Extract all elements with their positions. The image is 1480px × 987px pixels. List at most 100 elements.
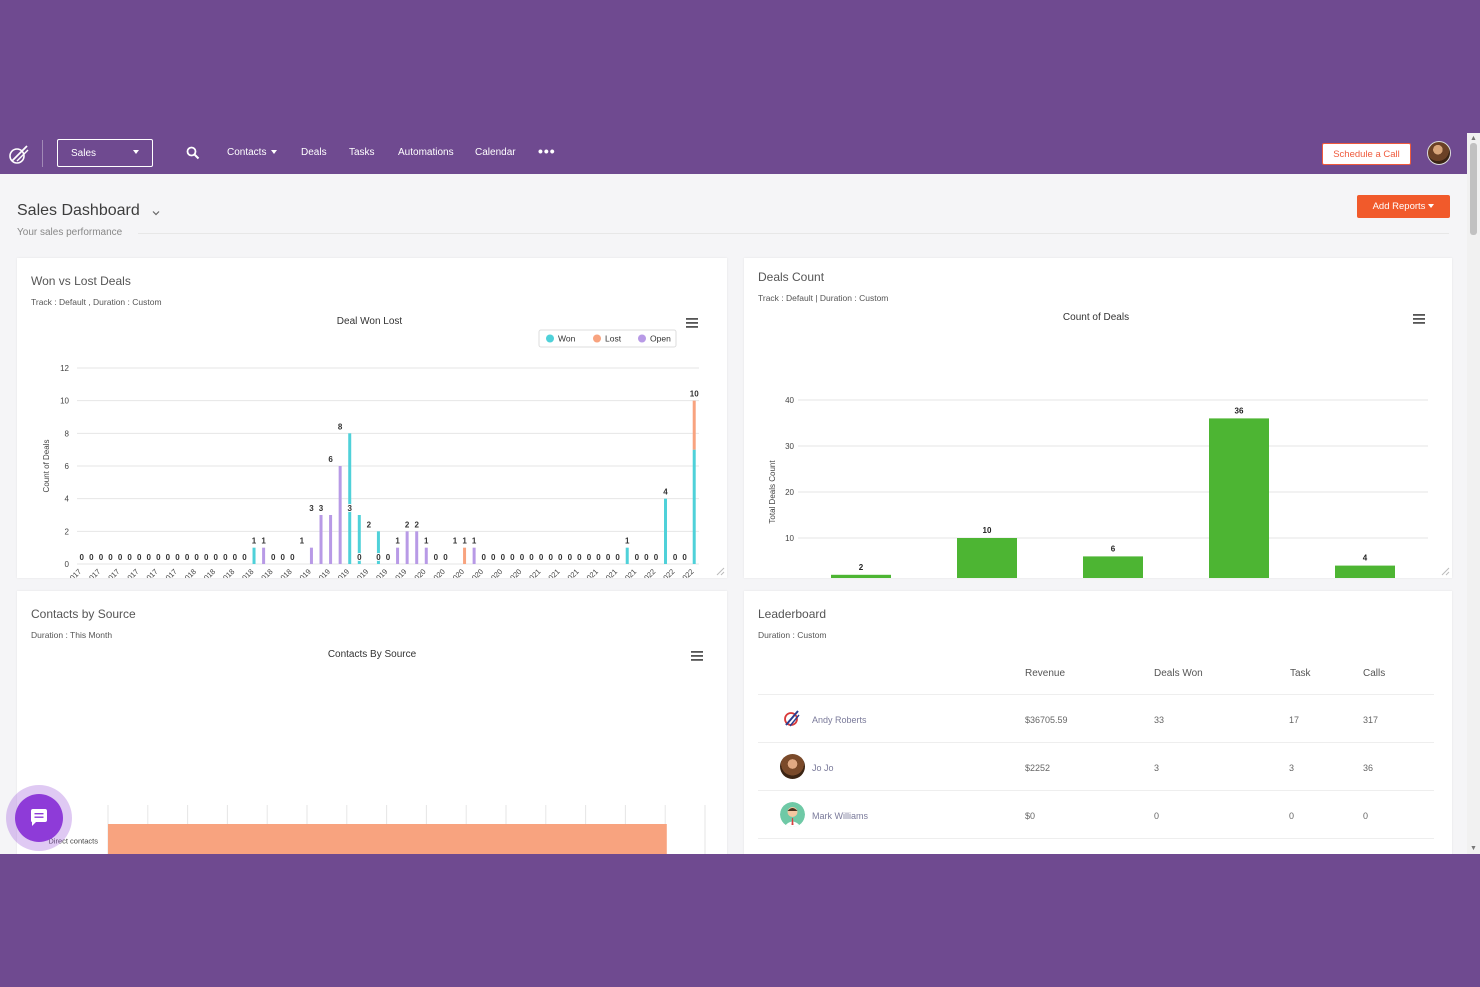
leaderboard-deals-won: 3: [1154, 763, 1160, 773]
legend-label-open: Open: [650, 334, 671, 344]
column-header-task[interactable]: Task: [1290, 668, 1311, 679]
column-header-deals-won[interactable]: Deals Won: [1154, 668, 1203, 679]
search-icon[interactable]: [186, 146, 200, 160]
data-label: 0: [166, 553, 171, 562]
card-title: Deals Count: [758, 270, 825, 284]
scroll-down-icon[interactable]: ▼: [1470, 845, 1477, 852]
chevron-down-icon: [271, 150, 278, 155]
chart-menu-icon[interactable]: [686, 318, 698, 328]
data-label: 0: [443, 553, 448, 562]
nav-tasks[interactable]: Tasks: [349, 147, 375, 158]
x-tick-label: Jul 2020: [459, 567, 485, 578]
data-label: 0: [99, 553, 104, 562]
y-tick-label: 0: [65, 560, 70, 569]
data-label: 1: [395, 537, 400, 546]
pipeline-select[interactable]: Sales: [57, 139, 153, 167]
bar: [1335, 565, 1395, 578]
data-label: 0: [587, 553, 592, 562]
data-label: 3: [347, 504, 352, 513]
x-tick-label: Jul 2018: [229, 567, 255, 578]
data-label: 0: [501, 553, 506, 562]
chat-widget-inner[interactable]: [15, 794, 63, 842]
data-label: 10: [690, 390, 699, 399]
data-label: 0: [281, 553, 286, 562]
data-label: 0: [539, 553, 544, 562]
add-reports-button[interactable]: Add Reports: [1357, 195, 1450, 218]
bar-open: [309, 547, 313, 564]
data-label: 6: [1111, 544, 1116, 553]
data-label: 0: [654, 553, 659, 562]
table-row[interactable]: Jo Jo $2252 3 3 36: [758, 742, 1434, 790]
table-row[interactable]: [758, 838, 1434, 854]
column-header-calls[interactable]: Calls: [1363, 668, 1386, 679]
data-label: 0: [242, 553, 247, 562]
legend-marker-lost: [593, 334, 601, 343]
leaderboard-calls: 317: [1363, 715, 1379, 725]
table-row[interactable]: Andy Roberts $36705.59 33 17 317: [758, 694, 1434, 742]
y-tick-label: 40: [785, 396, 794, 405]
data-label: 0: [520, 553, 525, 562]
y-tick-label: Direct contacts: [48, 837, 98, 846]
y-tick-label: 30: [785, 442, 794, 451]
nav-automations[interactable]: Automations: [398, 147, 454, 158]
company-logo-avatar: [780, 706, 805, 731]
scroll-up-icon[interactable]: ▲: [1470, 135, 1477, 142]
chevron-down-icon: [133, 150, 139, 154]
leaderboard-name[interactable]: Andy Roberts: [812, 715, 867, 725]
resize-handle-icon[interactable]: [1440, 566, 1450, 576]
data-label: 4: [1363, 554, 1368, 563]
data-label: 0: [290, 553, 295, 562]
leaderboard-name[interactable]: Jo Jo: [812, 763, 834, 773]
bar-open: [424, 547, 428, 564]
data-label: 0: [223, 553, 228, 562]
table-row[interactable]: Mark Williams $0 0 0 0: [758, 790, 1434, 838]
chevron-down-icon[interactable]: [152, 209, 160, 217]
data-label: 0: [89, 553, 94, 562]
data-label: 0: [204, 553, 209, 562]
avatar: [780, 754, 805, 779]
vertical-scrollbar[interactable]: ▲ ▼: [1467, 133, 1480, 854]
chat-widget-button[interactable]: [6, 785, 72, 851]
scrollbar-thumb[interactable]: [1470, 143, 1477, 235]
column-header-revenue[interactable]: Revenue: [1025, 668, 1066, 679]
page-title[interactable]: Sales Dashboard: [17, 202, 140, 219]
data-label: 0: [376, 553, 381, 562]
app-logo-icon[interactable]: [8, 143, 30, 165]
data-label: 0: [357, 553, 362, 562]
chart-menu-icon[interactable]: [1413, 314, 1425, 324]
legend-marker-won: [546, 334, 554, 343]
data-label: 0: [529, 553, 534, 562]
bar-won: [376, 531, 380, 564]
chart-menu-icon[interactable]: [691, 651, 703, 661]
nav-deals[interactable]: Deals: [301, 147, 327, 158]
schedule-call-button[interactable]: Schedule a Call: [1322, 143, 1411, 165]
bar-open: [319, 515, 323, 564]
bar-won: [252, 547, 256, 564]
leaderboard-task: 3: [1289, 763, 1295, 773]
data-label: 3: [319, 504, 324, 513]
y-tick-label: 10: [785, 534, 794, 543]
leaderboard-name[interactable]: Mark Williams: [812, 811, 868, 821]
leaderboard-deals-won: 33: [1154, 715, 1165, 725]
bar-open: [262, 547, 266, 564]
y-tick-label: 10: [60, 397, 69, 406]
data-label: 0: [606, 553, 611, 562]
chart-title: Contacts By Source: [327, 649, 417, 660]
nav-contacts[interactable]: Contacts: [227, 147, 278, 158]
y-tick-label: 8: [65, 429, 70, 438]
data-label: 10: [983, 526, 992, 535]
card-subtitle: Track : Default , Duration : Custom: [31, 297, 162, 307]
nav-calendar[interactable]: Calendar: [475, 147, 516, 158]
data-label: 0: [194, 553, 199, 562]
bar-open: [472, 547, 476, 564]
y-tick-label: 20: [785, 488, 794, 497]
y-axis-label: Total Deals Count: [768, 460, 777, 524]
data-label: 0: [673, 553, 678, 562]
user-avatar[interactable]: [1427, 141, 1451, 165]
leaderboard-calls: 36: [1363, 763, 1374, 773]
data-label: 0: [481, 553, 486, 562]
data-label: 0: [127, 553, 132, 562]
resize-handle-icon[interactable]: [715, 566, 725, 576]
more-menu-icon[interactable]: •••: [538, 143, 556, 159]
